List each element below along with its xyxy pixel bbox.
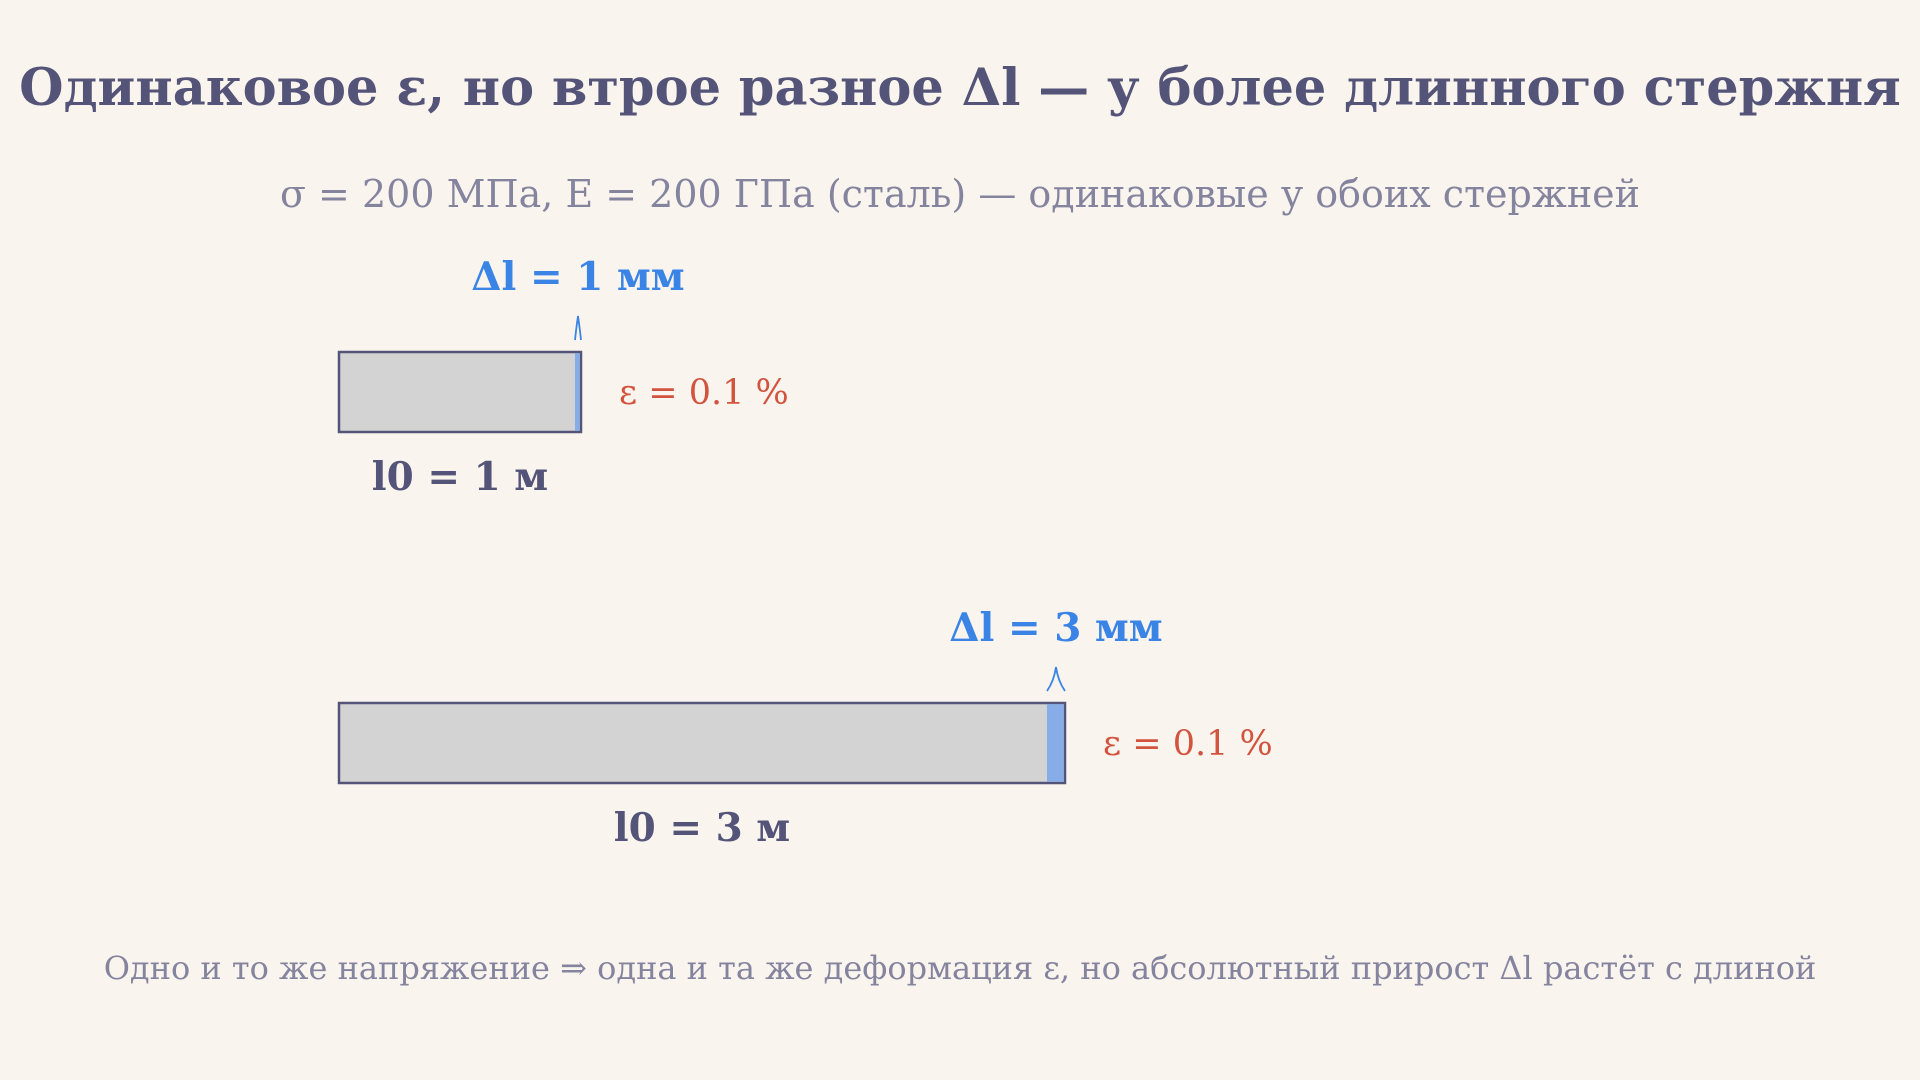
rod-long-strain-label: ε = 0.1 % [1103, 724, 1273, 764]
page-subtitle: σ = 200 МПа, E = 200 ГПа (сталь) — одина… [280, 172, 1640, 216]
page-title: Одинаковое ε, но втрое разное Δl — у бол… [19, 58, 1901, 118]
footer-note: Одно и то же напряжение ⇒ одна и та же д… [103, 949, 1817, 987]
rod-short-length-label: l0 = 1 м [372, 454, 548, 500]
rod-group-long: Δl = 3 мм ε = 0.1 % l0 = 3 м [337, 605, 1273, 851]
rod-short-body [337, 350, 583, 434]
rod-short-arrow-icon [574, 315, 582, 341]
rod-long-length-label: l0 = 3 м [614, 805, 790, 851]
rod-long-body [337, 701, 1067, 785]
rod-short-delta-label: Δl = 1 мм [471, 254, 684, 300]
rod-group-short: Δl = 1 мм ε = 0.1 % l0 = 1 м [337, 254, 789, 500]
rod-short-strain-label: ε = 0.1 % [619, 373, 789, 413]
rod-short-elongation [575, 353, 580, 431]
rod-long-elongation [1047, 704, 1064, 782]
rod-long-arrow-icon [1046, 666, 1066, 692]
rod-long-delta-label: Δl = 3 мм [949, 605, 1162, 651]
